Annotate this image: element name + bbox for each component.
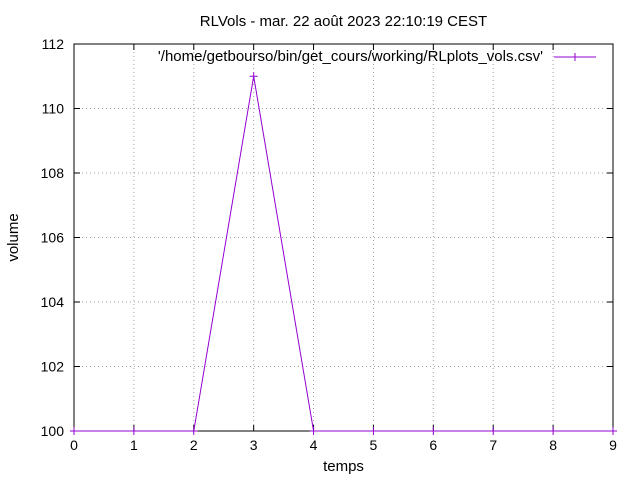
chart-title: RLVols - mar. 22 août 2023 22:10:19 CEST [200, 13, 487, 30]
x-tick-label: 3 [250, 437, 258, 453]
series-line [74, 76, 613, 432]
data-point [70, 427, 78, 435]
x-axis-label: temps [323, 458, 364, 475]
data-point [309, 427, 318, 435]
data-point [609, 427, 617, 435]
legend-entry-marker [571, 53, 579, 61]
y-tick-label: 104 [41, 294, 65, 310]
y-axis-label: volume [5, 213, 22, 261]
data-point [249, 72, 258, 81]
data-point [189, 427, 198, 435]
data-point [489, 427, 498, 435]
y-tick-label: 112 [42, 36, 65, 52]
x-tick-label: 7 [489, 437, 497, 453]
x-tick-label: 2 [190, 437, 198, 453]
series-layer [70, 72, 617, 435]
ticks: 0 1 2 3 4 5 6 7 8 9 100 102 104 106 108 110 112 [41, 36, 617, 453]
x-tick-label: 0 [70, 437, 78, 453]
data-point [129, 427, 138, 435]
y-tick-label: 110 [42, 101, 65, 117]
y-tick-label: 100 [41, 423, 65, 439]
legend-entry-label: '/home/getbourso/bin/get_cours/working/R… [158, 48, 543, 65]
y-tick-label: 106 [41, 230, 65, 246]
x-tick-label: 8 [549, 437, 557, 453]
x-tick-label: 6 [429, 437, 437, 453]
x-tick-label: 5 [370, 437, 378, 453]
data-point [369, 427, 378, 435]
x-tick-label: 4 [310, 437, 318, 453]
y-tick-label: 102 [41, 359, 65, 375]
legend: '/home/getbourso/bin/get_cours/working/R… [158, 48, 596, 65]
data-point [429, 427, 438, 435]
x-tick-label: 9 [609, 437, 617, 453]
grid [74, 44, 613, 431]
y-tick-label: 108 [41, 165, 65, 181]
x-tick-label: 1 [130, 437, 138, 453]
data-point [549, 427, 558, 435]
